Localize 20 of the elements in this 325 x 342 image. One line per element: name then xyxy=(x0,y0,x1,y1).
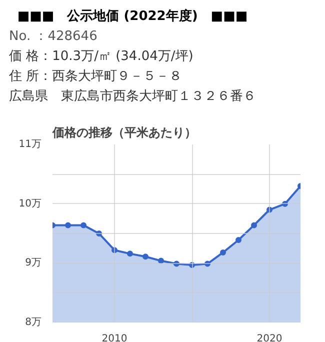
x-tick-label: 2010 xyxy=(102,334,128,342)
point xyxy=(220,249,226,256)
y-tick-label: 9万 xyxy=(25,258,42,269)
text: 価 格：10.3万/㎡ (34.04万/坪) xyxy=(9,48,194,66)
point xyxy=(251,222,257,228)
point xyxy=(236,237,242,244)
x-tick-label: 2020 xyxy=(256,334,282,342)
text: 住 所：西条大坪町９－５－８ xyxy=(9,68,184,86)
chart-title: 価格の推移（平米あたり） xyxy=(52,126,196,140)
text: 広島県 東広島市西条大坪町１３２６番６ xyxy=(9,88,256,106)
text: No. ：428646 xyxy=(9,28,98,46)
y-tick-label: 8万 xyxy=(25,317,42,328)
point xyxy=(158,258,164,264)
point xyxy=(65,222,71,228)
text: ■■■ 公示地価 (2022年度) ■■■ xyxy=(16,8,249,26)
point xyxy=(127,250,133,257)
point xyxy=(80,222,86,228)
y-tick-label: 10万 xyxy=(18,198,42,210)
point xyxy=(142,254,148,260)
y-tick-label: 11万 xyxy=(18,139,42,150)
